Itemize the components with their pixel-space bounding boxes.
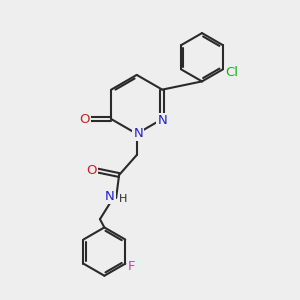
Text: O: O bbox=[80, 112, 90, 126]
Text: H: H bbox=[118, 194, 127, 204]
Text: Cl: Cl bbox=[225, 66, 238, 79]
Text: F: F bbox=[128, 260, 136, 273]
Text: N: N bbox=[158, 114, 167, 127]
Text: N: N bbox=[105, 190, 115, 203]
Text: N: N bbox=[133, 127, 143, 140]
Text: O: O bbox=[87, 164, 97, 177]
